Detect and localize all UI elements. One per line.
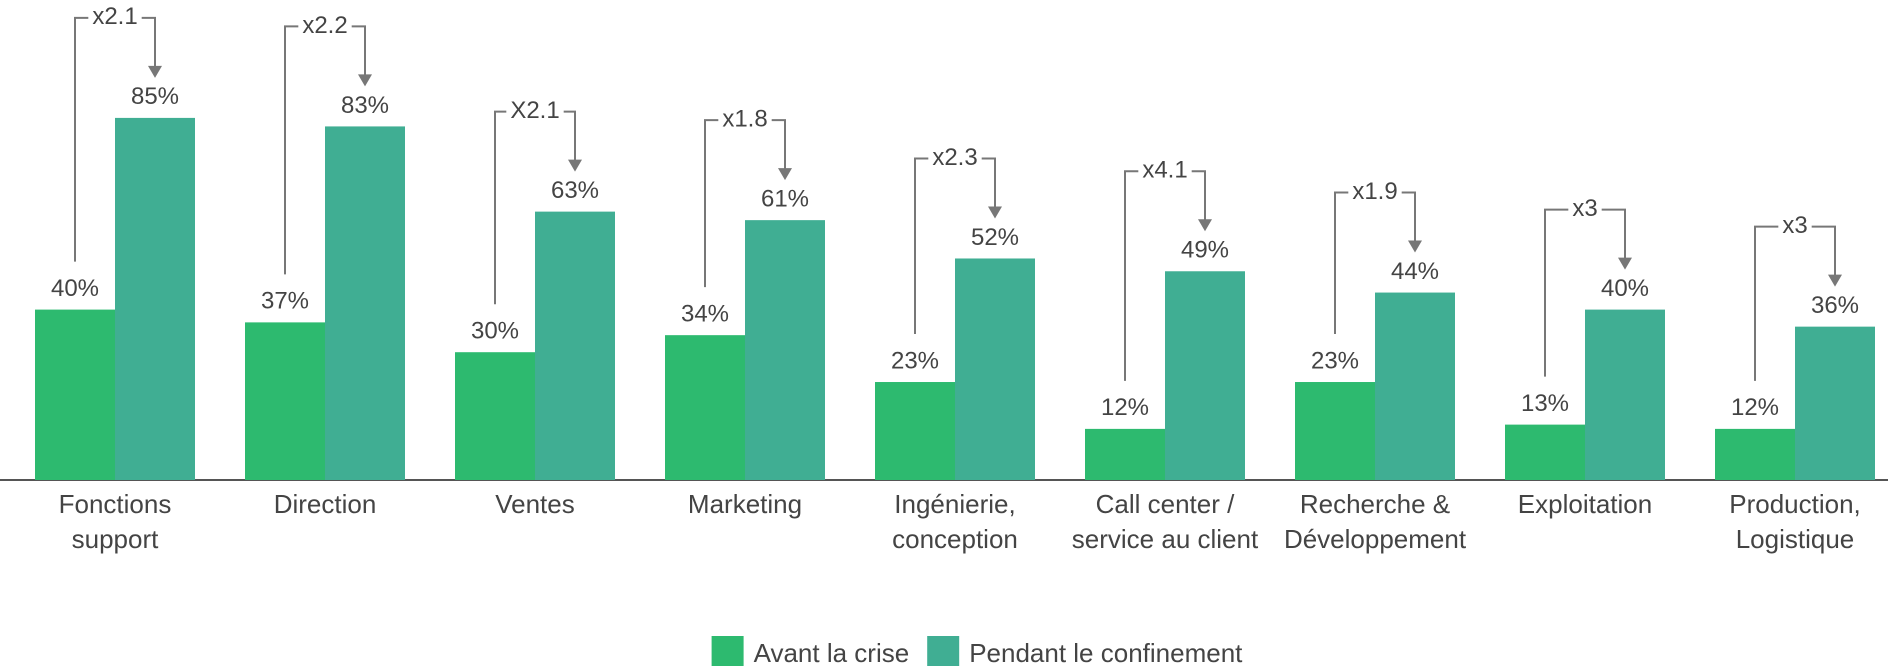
bracket <box>1754 225 1779 381</box>
bar <box>115 117 195 481</box>
value-label: 52% <box>971 224 1019 251</box>
arrow-head <box>1618 257 1632 270</box>
bracket <box>141 16 156 68</box>
x-tick-label: Logistique <box>1736 524 1855 554</box>
value-label: 23% <box>1311 347 1359 374</box>
value-label: 12% <box>1101 394 1149 421</box>
bracket <box>1124 170 1139 381</box>
bar <box>535 211 615 480</box>
bar <box>1795 326 1875 480</box>
annotation: x1.9 <box>1352 178 1397 205</box>
x-tick-label: Recherche & <box>1300 489 1450 519</box>
arrow-head <box>988 206 1002 219</box>
arrow-head <box>148 65 162 78</box>
x-tick-label: Fonctions <box>59 489 172 519</box>
arrow-head <box>568 159 582 172</box>
x-tick-label: Ingénierie, <box>894 489 1015 519</box>
value-label: 30% <box>471 318 519 345</box>
annotation: x1.8 <box>722 105 767 132</box>
bracket <box>704 119 719 288</box>
x-tick-label: Exploitation <box>1518 489 1652 519</box>
annotation: x2.2 <box>302 12 347 39</box>
bar <box>1295 382 1375 480</box>
x-tick-label: Production, <box>1729 489 1861 519</box>
bar <box>1085 428 1165 480</box>
bracket <box>771 119 786 171</box>
bar <box>745 220 825 480</box>
value-label: 34% <box>681 301 729 328</box>
bracket <box>494 110 507 305</box>
bracket <box>563 110 576 162</box>
bar <box>665 335 745 480</box>
bracket <box>1401 191 1416 243</box>
x-tick-label: Ventes <box>495 489 575 519</box>
bar <box>35 309 115 480</box>
bracket <box>74 16 89 262</box>
x-tick-label: Direction <box>274 489 377 519</box>
value-label: 36% <box>1811 292 1859 319</box>
annotation: x4.1 <box>1142 157 1187 184</box>
bracket <box>981 157 996 209</box>
x-tick-label: Développement <box>1284 524 1467 554</box>
bar <box>1375 292 1455 480</box>
value-label: 23% <box>891 347 939 374</box>
arrow-head <box>358 74 372 87</box>
value-label: 40% <box>51 275 99 302</box>
value-label: 13% <box>1521 390 1569 417</box>
bar <box>1165 271 1245 480</box>
x-tick-label: Marketing <box>688 489 802 519</box>
bracket <box>351 25 366 77</box>
bracket <box>1601 208 1626 260</box>
legend-label: Avant la crise <box>754 638 910 668</box>
x-tick-label: support <box>72 524 159 554</box>
legend-swatch <box>927 636 960 666</box>
annotation: x2.3 <box>932 144 977 171</box>
x-tick-label: service au client <box>1072 524 1259 554</box>
bar <box>875 382 955 480</box>
bracket <box>914 157 929 335</box>
bracket <box>1544 208 1569 377</box>
legend-label: Pendant le confinement <box>969 638 1243 668</box>
bracket <box>1334 191 1349 335</box>
bracket <box>1811 225 1836 277</box>
value-label: 44% <box>1391 258 1439 285</box>
legend-swatch <box>711 636 744 666</box>
bar <box>1715 428 1795 480</box>
bracket <box>284 25 299 275</box>
bar <box>455 352 535 480</box>
bar <box>1505 424 1585 480</box>
bar <box>325 126 405 481</box>
annotation: x3 <box>1572 195 1597 222</box>
arrow-head <box>1828 274 1842 287</box>
x-tick-label: Call center / <box>1096 489 1235 519</box>
annotation: x3 <box>1782 212 1807 239</box>
value-label: 61% <box>761 185 809 212</box>
value-label: 63% <box>551 177 599 204</box>
bracket <box>1191 170 1206 222</box>
bar <box>1585 309 1665 480</box>
x-tick-label: conception <box>892 524 1018 554</box>
bar <box>955 258 1035 480</box>
value-label: 83% <box>341 92 389 119</box>
arrow-head <box>1198 219 1212 232</box>
annotation: x2.1 <box>92 3 137 30</box>
bar <box>245 322 325 480</box>
annotation: X2.1 <box>510 97 559 124</box>
value-label: 37% <box>261 288 309 315</box>
value-label: 49% <box>1181 237 1229 264</box>
arrow-head <box>778 168 792 181</box>
value-label: 40% <box>1601 275 1649 302</box>
value-label: 12% <box>1731 394 1779 421</box>
value-label: 85% <box>131 83 179 110</box>
arrow-head <box>1408 240 1422 253</box>
